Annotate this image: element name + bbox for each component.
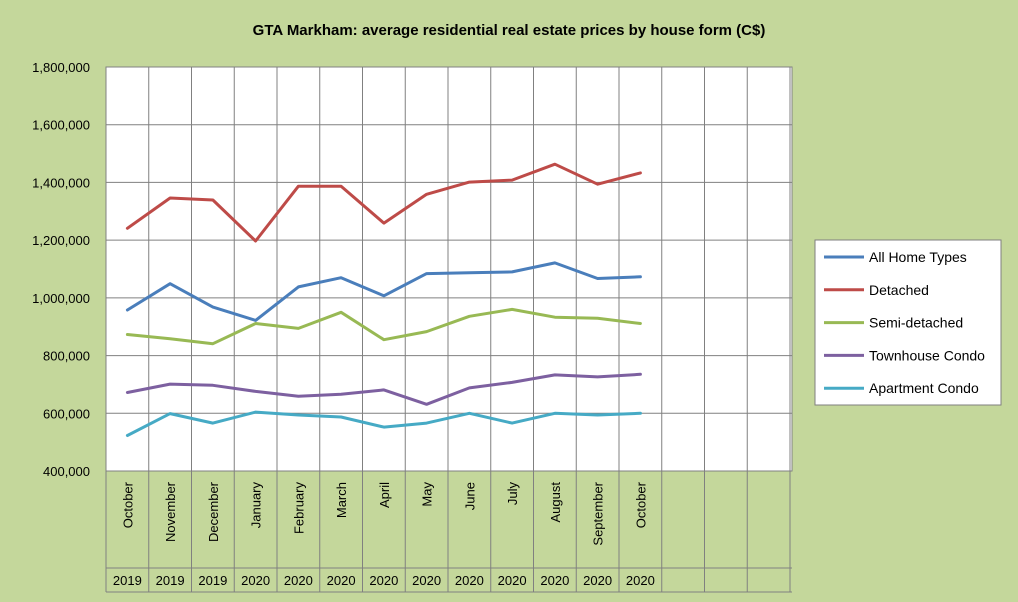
x-year-label: 2020 [498,573,527,588]
y-tick-label: 1,800,000 [32,60,90,75]
x-year-label: 2019 [156,573,185,588]
gridlines [105,66,792,593]
x-tick-label: June [462,482,477,510]
series-line-townhouse-condo [125,372,642,406]
x-year-label: 2020 [412,573,441,588]
series-line-apartment-condo [125,410,642,437]
x-year-label: 2020 [455,573,484,588]
x-tick-label: November [163,481,178,542]
x-tick-label: April [377,482,392,508]
y-tick-label: 1,600,000 [32,118,90,133]
x-year-label: 2020 [369,573,398,588]
chart-title: GTA Markham: average residential real es… [253,22,766,39]
series-line-all-home-types [125,261,642,322]
x-tick-label: August [548,482,563,523]
x-tick-label: July [505,482,520,506]
legend: All Home Types Detached Semi-detached Townh… [814,239,1002,406]
x-year-label: 2019 [198,573,227,588]
x-year-label: 2019 [113,573,142,588]
x-year-label: 2020 [241,573,270,588]
x-year-label: 2020 [540,573,569,588]
legend-label: Semi-detached [869,315,963,331]
x-tick-label: October [633,481,648,528]
x-tick-label: October [120,481,135,528]
y-tick-label: 600,000 [43,406,90,421]
y-tick-label: 1,200,000 [32,233,90,248]
y-tick-label: 800,000 [43,349,90,364]
y-tick-label: 1,400,000 [32,175,90,190]
legend-label: Apartment Condo [869,380,979,396]
x-tick-label: December [206,481,221,542]
y-tick-label: 1,000,000 [32,291,90,306]
x-tick-label: May [420,482,435,507]
x-tick-label: February [291,482,306,535]
x-year-label: 2020 [626,573,655,588]
x-tick-label: September [591,481,606,545]
x-year-label: 2020 [284,573,313,588]
legend-label: All Home Types [869,249,967,265]
y-axis-ticks: 400,000 600,000 800,000 1,000,000 1,200,000 1… [32,60,90,479]
x-tick-label: January [249,482,264,529]
legend-label: Townhouse Condo [869,347,985,363]
y-tick-label: 400,000 [43,464,90,479]
series-line-semi-detached [125,307,642,346]
legend-label: Detached [869,282,929,298]
plot-area [105,66,793,472]
series-lines [125,162,642,437]
x-year-label: 2020 [583,573,612,588]
series-line-detached [125,162,642,243]
x-axis-ticks: October 2019 November 2019 December 2019 Janua… [113,481,655,588]
x-tick-label: March [334,482,349,518]
x-year-label: 2020 [327,573,356,588]
